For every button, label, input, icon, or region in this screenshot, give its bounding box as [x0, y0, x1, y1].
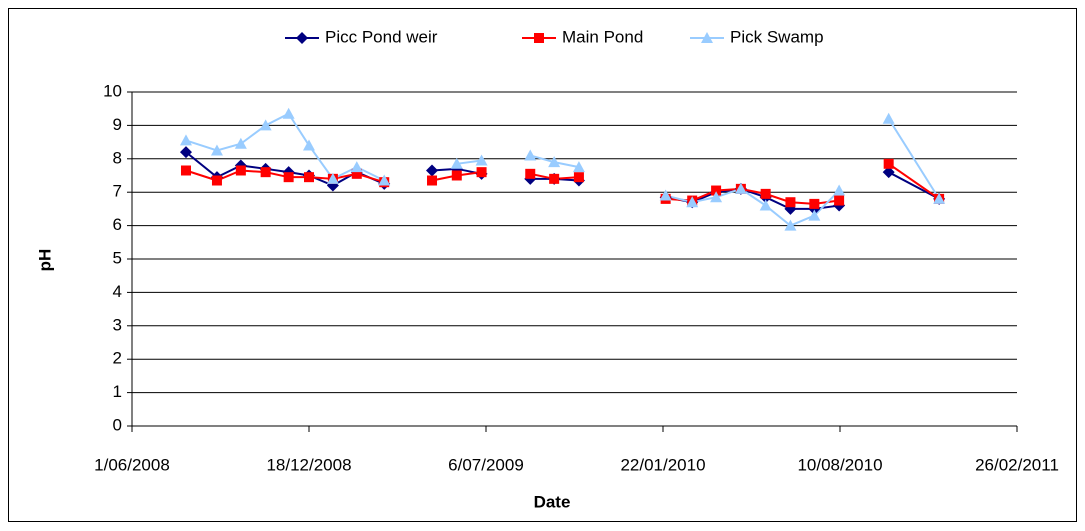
data-point [180, 165, 191, 176]
legend-marker [701, 32, 713, 43]
data-point [179, 146, 192, 159]
data-point [326, 172, 339, 184]
data-point [686, 196, 699, 208]
data-point [834, 195, 845, 206]
data-point [785, 197, 796, 208]
chart-frame [8, 8, 1077, 522]
data-point [548, 156, 561, 168]
data-point [883, 158, 894, 169]
data-point [760, 188, 771, 199]
y-tick-label: 1 [113, 382, 122, 401]
x-tick-label: 10/08/2010 [797, 455, 882, 474]
y-tick-label: 2 [113, 349, 122, 368]
data-point [933, 192, 946, 204]
y-tick-label: 3 [113, 315, 122, 334]
data-point [351, 168, 362, 179]
data-point [549, 173, 560, 184]
data-point [259, 119, 272, 131]
legend-label: Picc Pond weir [325, 27, 438, 46]
x-axis-label: Date [534, 492, 571, 511]
data-point [427, 175, 438, 186]
data-point [809, 198, 820, 209]
y-tick-label: 9 [113, 115, 122, 134]
data-point [235, 165, 246, 176]
legend-marker [534, 33, 544, 43]
data-point [711, 185, 722, 196]
data-point [476, 167, 487, 178]
data-point [882, 166, 895, 179]
data-point [573, 172, 584, 183]
data-point [833, 184, 846, 196]
x-tick-label: 1/06/2008 [94, 455, 170, 474]
data-point [882, 112, 895, 124]
y-tick-label: 4 [113, 282, 122, 301]
legend-label: Pick Swamp [730, 27, 824, 46]
data-point [234, 137, 247, 149]
data-point [210, 144, 223, 156]
data-point [475, 154, 488, 166]
y-tick-label: 7 [113, 182, 122, 201]
data-point [450, 157, 463, 169]
data-point [525, 168, 536, 179]
data-point [524, 149, 537, 161]
data-point [304, 172, 314, 183]
data-point [378, 174, 391, 186]
data-point [179, 134, 192, 146]
data-point [808, 209, 821, 221]
x-tick-label: 18/12/2008 [266, 455, 351, 474]
data-point [784, 219, 797, 231]
data-point [350, 161, 363, 173]
data-point [211, 175, 222, 186]
data-point [659, 189, 672, 201]
data-point [260, 167, 271, 178]
y-tick-label: 8 [113, 148, 122, 167]
data-point [759, 199, 772, 211]
data-point [710, 191, 723, 203]
data-point [572, 161, 585, 173]
y-tick-label: 5 [113, 248, 122, 267]
legend-marker [296, 32, 308, 44]
y-axis-label: pH [35, 249, 54, 272]
data-point [734, 182, 747, 194]
y-tick-label: 10 [103, 81, 122, 100]
x-tick-label: 6/07/2009 [448, 455, 524, 474]
data-point [283, 172, 294, 183]
x-tick-label: 26/02/2011 [975, 455, 1059, 474]
data-point [426, 164, 439, 177]
legend-label: Main Pond [562, 27, 643, 46]
data-point [451, 170, 462, 181]
data-point [303, 139, 315, 151]
data-point [282, 107, 295, 119]
y-tick-label: 6 [113, 215, 122, 234]
x-tick-label: 22/01/2010 [620, 455, 705, 474]
y-tick-label: 0 [113, 415, 122, 434]
